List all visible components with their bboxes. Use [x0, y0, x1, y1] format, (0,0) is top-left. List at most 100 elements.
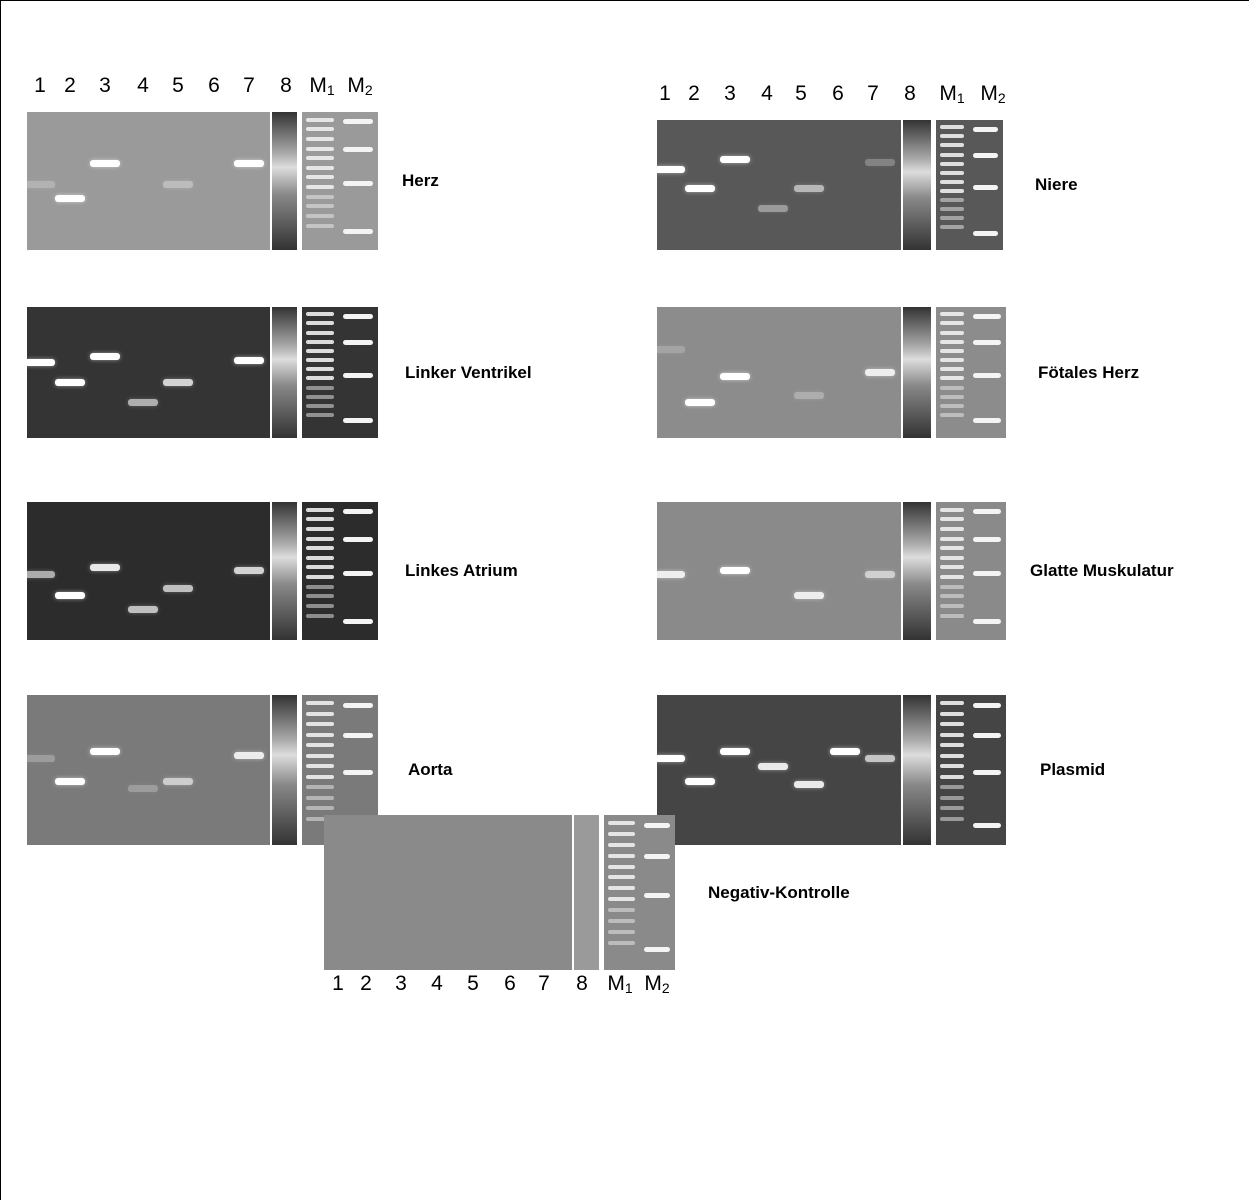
lane-label: 5: [467, 972, 479, 995]
marker-band: [306, 165, 334, 170]
marker-band: [306, 732, 334, 737]
lane-label: M2: [980, 82, 1005, 106]
marker-band: [940, 179, 964, 184]
gel-band: [27, 755, 55, 762]
gel-band: [758, 204, 789, 212]
gel-band: [793, 591, 824, 599]
lane-label-base: M: [607, 972, 625, 995]
gel-strip: [903, 120, 931, 250]
marker-band: [973, 372, 1001, 378]
marker-band: [973, 508, 1001, 514]
gel-band: [864, 755, 895, 762]
marker-band: [343, 229, 373, 235]
marker-band: [306, 312, 334, 317]
marker-band: [306, 536, 334, 541]
gel-band: [27, 181, 55, 188]
marker-band: [343, 372, 373, 378]
marker-band: [940, 575, 964, 580]
marker-band: [940, 358, 964, 363]
marker-band: [973, 822, 1001, 828]
marker-band: [306, 816, 334, 821]
marker-band: [608, 821, 635, 826]
marker-band: [306, 204, 334, 209]
marker-lanes: [936, 120, 1003, 250]
marker-band: [973, 126, 998, 132]
marker-band: [608, 908, 635, 912]
marker-band: [940, 743, 964, 747]
gel-band: [55, 591, 85, 599]
marker-band: [608, 940, 635, 945]
marker-band: [940, 753, 964, 758]
marker-band: [343, 118, 373, 124]
lane-label-base: M: [980, 82, 998, 105]
lane-label: M1: [939, 82, 964, 106]
marker-band: [940, 376, 964, 381]
lane-label: 6: [504, 972, 516, 995]
marker-band: [940, 722, 964, 726]
marker-band: [940, 134, 964, 139]
gel-band: [864, 368, 895, 376]
marker-band: [608, 853, 635, 858]
gel-band: [864, 571, 895, 578]
marker-band: [973, 536, 1001, 542]
gel-band: [720, 566, 751, 574]
marker-band: [343, 313, 373, 319]
lane-label: 6: [208, 74, 220, 97]
lane-label: 2: [64, 74, 76, 97]
marker-lanes: [302, 112, 378, 250]
panel-label: Niere: [1035, 175, 1078, 194]
marker-band: [940, 367, 964, 372]
marker-band: [306, 701, 334, 705]
lane-label: M2: [644, 972, 669, 996]
gel-band: [234, 160, 264, 168]
marker-band: [343, 418, 373, 424]
gel-strip: [903, 695, 931, 845]
lane-label: 4: [431, 972, 443, 995]
gel-band: [55, 194, 85, 202]
marker-band: [608, 832, 635, 837]
marker-band: [306, 565, 334, 570]
marker-band: [973, 230, 998, 236]
lane-label: 3: [99, 74, 111, 97]
marker-band: [973, 152, 998, 158]
marker-band: [973, 418, 1001, 424]
lane-label: 3: [395, 972, 407, 995]
gel-band: [793, 780, 824, 788]
gel-band: [720, 156, 751, 164]
marker-band: [343, 571, 373, 576]
panel-label: Linkes Atrium: [405, 561, 518, 580]
marker-band: [343, 702, 373, 708]
panel-label: Plasmid: [1040, 760, 1106, 779]
gel-image: [657, 502, 901, 640]
marker-band: [940, 348, 964, 353]
gel-image: [27, 502, 270, 640]
marker-band: [306, 394, 334, 399]
marker-band: [973, 732, 1001, 738]
marker-band: [940, 413, 964, 418]
gel-band: [128, 605, 158, 613]
marker-band: [973, 313, 1001, 319]
marker-band: [608, 918, 635, 923]
marker-band: [644, 946, 670, 952]
marker-band: [306, 613, 334, 618]
gel-image: [657, 695, 901, 845]
gel-band: [27, 571, 55, 578]
marker-band: [940, 403, 964, 408]
lane-label: 8: [904, 82, 916, 105]
lane-label-sub: 2: [997, 90, 1006, 106]
marker-band: [306, 348, 334, 353]
lane-label: 8: [576, 972, 588, 995]
marker-band: [973, 185, 998, 190]
lane-label: 2: [360, 972, 372, 995]
marker-lanes: [302, 502, 378, 640]
lane-label-sub: 2: [364, 82, 373, 98]
marker-band: [306, 743, 334, 747]
gel-band: [163, 379, 193, 387]
gel-band: [90, 352, 120, 360]
gel-strip: [272, 695, 297, 845]
lane-label: 5: [172, 74, 184, 97]
gel-image: [657, 120, 901, 250]
lane-label: 7: [538, 972, 550, 995]
gel-band: [720, 747, 751, 755]
gel-band: [657, 165, 686, 173]
